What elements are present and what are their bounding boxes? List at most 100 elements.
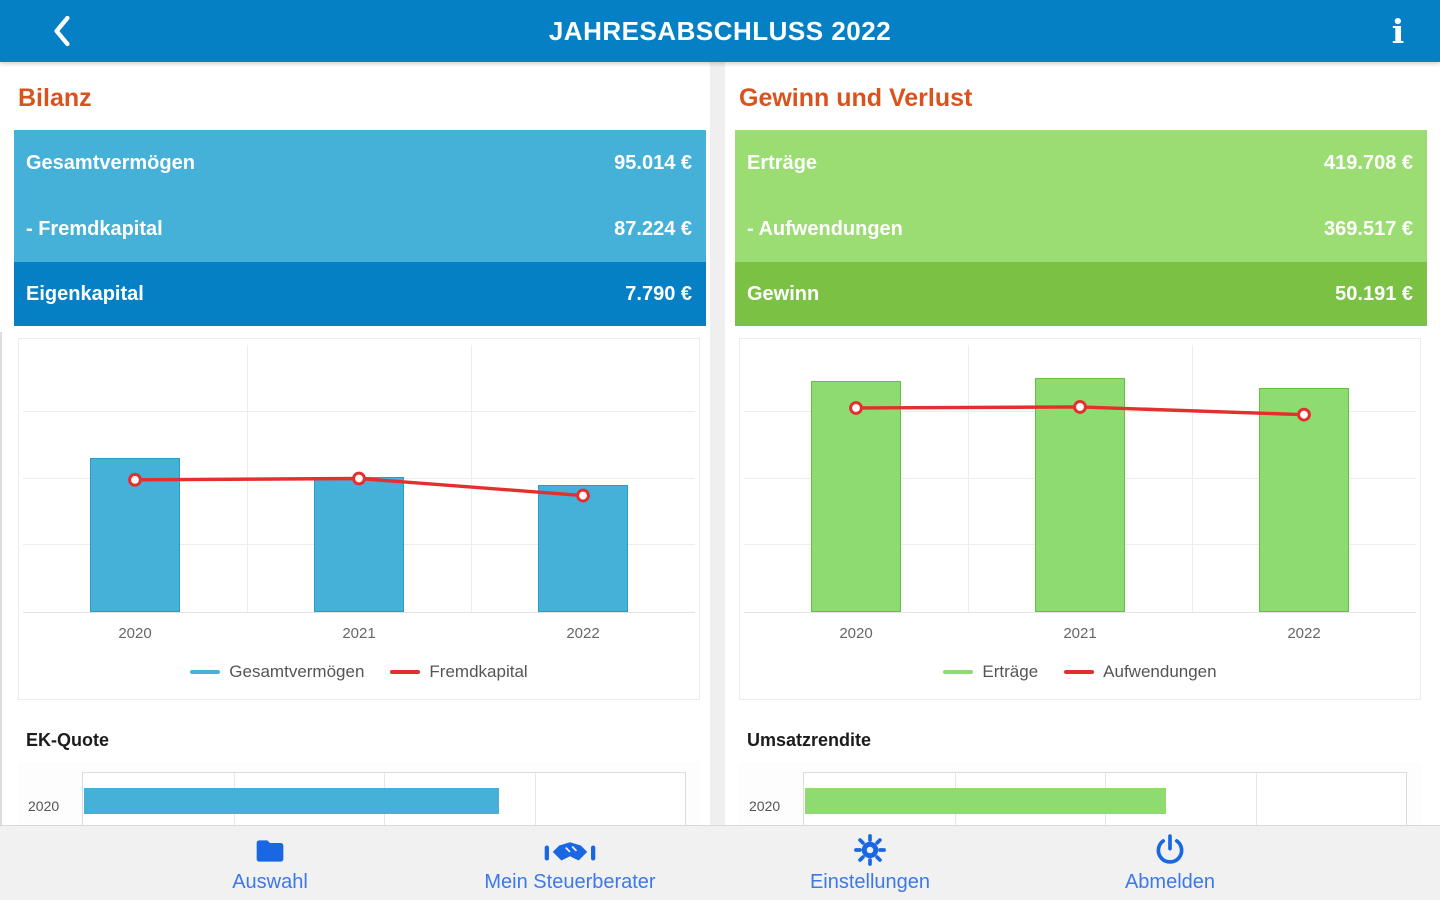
- guv-summary: Erträge 419.708 € - Aufwendungen 369.517…: [735, 130, 1427, 326]
- chevron-left-icon: [54, 15, 70, 47]
- page-title: JAHRESABSCHLUSS 2022: [548, 15, 892, 46]
- ek-quote-chart: 2020: [18, 762, 700, 825]
- bottom-nav: Auswahl Mein Steuerberater: [0, 825, 1440, 900]
- row-label: Erträge: [747, 151, 818, 174]
- point-Aufwendungen-2021: [1073, 400, 1087, 414]
- point-Fremdkapital-2020: [128, 472, 142, 487]
- guv-plot-area: [744, 345, 1416, 613]
- point-Aufwendungen-2022: [1297, 407, 1311, 422]
- nav-item-mein-steuerberater[interactable]: Mein Steuerberater: [420, 826, 720, 900]
- ek-quote-title: EK-Quote: [26, 730, 109, 750]
- line-Aufwendungen: [849, 400, 1311, 422]
- gridline: [471, 345, 472, 612]
- bilanz-chart: 2020 2021 2022 Gesamtvermögen Fremdkapital: [18, 338, 700, 700]
- umsatzrendite-title: Umsatzrendite: [747, 730, 872, 750]
- row-label: Gesamtvermögen: [26, 151, 195, 174]
- legend-label: Aufwendungen: [1103, 662, 1217, 681]
- point-Fremdkapital-2021: [352, 471, 366, 486]
- row-value: 419.708 €: [1324, 151, 1413, 174]
- legend-swatch: [943, 670, 974, 674]
- legend-item-Aufwendungen: Aufwendungen: [1064, 662, 1217, 682]
- legend-swatch: [390, 670, 421, 674]
- line-Fremdkapital: [128, 471, 590, 503]
- umsatzrendite-plot-area: [803, 772, 1407, 825]
- nav-item-auswahl[interactable]: Auswahl: [120, 826, 420, 900]
- nav-item-abmelden[interactable]: Abmelden: [1020, 826, 1320, 900]
- summary-row-gewinn: Gewinn 50.191 €: [735, 262, 1427, 326]
- bar-Umsatzrendite-2020: [805, 788, 1167, 814]
- legend-item-Gesamtvermögen: Gesamtvermögen: [190, 662, 364, 682]
- gridline: [534, 773, 536, 825]
- umsatzrendite-y-label: 2020: [749, 798, 781, 814]
- nav-label: Auswahl: [232, 871, 308, 893]
- nav-item-einstellungen[interactable]: Einstellungen: [720, 826, 1020, 900]
- bar-Erträge-2020: [810, 380, 902, 612]
- back-button[interactable]: [40, 10, 84, 52]
- x-axis-label: 2021: [342, 625, 376, 642]
- legend-item-Fremdkapital: Fremdkapital: [390, 662, 528, 682]
- x-axis-label: 2020: [118, 625, 152, 642]
- row-value: 50.191 €: [1335, 282, 1413, 305]
- legend-label: Erträge: [982, 662, 1039, 681]
- bar-Gesamtvermögen-2022: [537, 485, 629, 612]
- row-label: - Fremdkapital: [26, 217, 163, 240]
- gridline: [968, 345, 969, 612]
- gridline: [23, 410, 695, 412]
- column-divider: [710, 62, 725, 825]
- nav-label: Mein Steuerberater: [484, 871, 656, 893]
- app-header: JAHRESABSCHLUSS 2022 i: [0, 0, 1440, 62]
- legend-swatch: [1064, 670, 1095, 674]
- power-icon: [1153, 833, 1187, 867]
- x-axis-label: 2020: [839, 625, 873, 642]
- x-axis-label: 2022: [566, 625, 600, 642]
- gridline: [1255, 773, 1257, 825]
- guv-x-axis: 2020 2021 2022: [744, 621, 1416, 647]
- ek-quote-y-label: 2020: [28, 798, 60, 814]
- row-value: 95.014 €: [614, 151, 692, 174]
- folder-icon: [251, 833, 289, 867]
- legend-item-Erträge: Erträge: [943, 662, 1038, 682]
- nav-label: Abmelden: [1124, 871, 1216, 893]
- guv-section: Gewinn und Verlust Erträge 419.708 € - A…: [735, 62, 1427, 825]
- gear-icon: [853, 833, 887, 867]
- bar-Erträge-2022: [1258, 387, 1350, 612]
- summary-row-eigenkapital: Eigenkapital 7.790 €: [14, 262, 706, 326]
- bilanz-plot-area: [23, 345, 695, 613]
- bilanz-legend: Gesamtvermögen Fremdkapital: [19, 655, 699, 689]
- bilanz-x-axis: 2020 2021 2022: [23, 621, 695, 647]
- row-label: Eigenkapital: [26, 282, 144, 305]
- x-axis-label: 2021: [1063, 625, 1097, 642]
- point-Fremdkapital-2022: [576, 488, 590, 503]
- legend-label: Gesamtvermögen: [229, 662, 365, 681]
- bar-Erträge-2021: [1034, 378, 1126, 612]
- info-button[interactable]: i: [1378, 8, 1418, 54]
- guv-legend: Erträge Aufwendungen: [740, 655, 1420, 689]
- info-icon: i: [1391, 11, 1405, 51]
- row-label: - Aufwendungen: [747, 217, 903, 240]
- row-value: 87.224 €: [614, 217, 692, 240]
- content-area: Bilanz Gesamtvermögen 95.014 € - Fremdka…: [0, 62, 1440, 825]
- ek-quote-plot-area: [82, 772, 686, 825]
- guv-title: Gewinn und Verlust: [739, 84, 973, 112]
- nav-label: Einstellungen: [809, 871, 931, 893]
- bar-EK-Quote-2020: [84, 788, 500, 814]
- gridline: [1192, 345, 1193, 612]
- row-value: 369.517 €: [1324, 217, 1413, 240]
- x-axis-label: 2022: [1287, 625, 1321, 642]
- legend-label: Fremdkapital: [429, 662, 528, 681]
- umsatzrendite-chart: 2020: [739, 762, 1421, 825]
- point-Aufwendungen-2020: [849, 401, 863, 415]
- legend-swatch: [190, 670, 221, 674]
- row-label: Gewinn: [747, 282, 820, 305]
- bilanz-section: Bilanz Gesamtvermögen 95.014 € - Fremdka…: [14, 62, 706, 825]
- bilanz-summary: Gesamtvermögen 95.014 € - Fremdkapital 8…: [14, 130, 706, 326]
- summary-row-aufwendungen: - Aufwendungen 369.517 €: [735, 196, 1427, 262]
- summary-row-gesamtvermoegen: Gesamtvermögen 95.014 €: [14, 130, 706, 196]
- summary-row-fremdkapital: - Fremdkapital 87.224 €: [14, 196, 706, 262]
- handshake-icon: [544, 833, 596, 867]
- row-value: 7.790 €: [625, 282, 692, 305]
- guv-chart: 2020 2021 2022 Erträge Aufwendungen: [739, 338, 1421, 700]
- summary-row-ertraege: Erträge 419.708 €: [735, 130, 1427, 196]
- bilanz-title: Bilanz: [18, 84, 92, 112]
